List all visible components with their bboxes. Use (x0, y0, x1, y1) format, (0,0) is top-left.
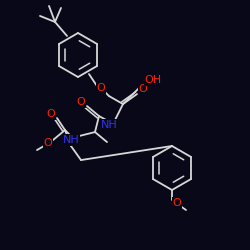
Text: OH: OH (144, 75, 162, 85)
Text: O: O (44, 138, 52, 148)
Text: O: O (172, 198, 182, 208)
Text: NH: NH (62, 135, 80, 145)
Text: NH: NH (100, 120, 117, 130)
Text: O: O (138, 84, 147, 94)
Text: O: O (46, 109, 56, 119)
Text: O: O (76, 97, 86, 107)
Text: O: O (96, 83, 106, 93)
